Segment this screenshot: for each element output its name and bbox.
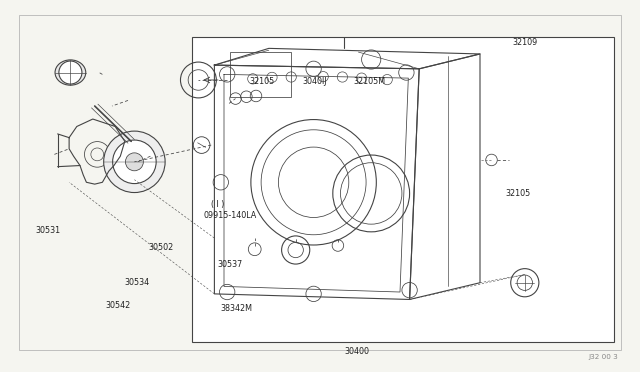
Circle shape [104,131,165,193]
Bar [192,37,614,342]
Text: 30542: 30542 [106,301,131,310]
Bar [230,52,291,97]
Text: 32105: 32105 [506,189,531,198]
Text: 3040IJ: 3040IJ [302,77,326,86]
Circle shape [113,140,156,183]
Text: ( I ): ( I ) [211,200,225,209]
Text: 32109: 32109 [512,38,537,47]
Text: 30531: 30531 [35,226,60,235]
Text: 30502: 30502 [148,243,173,252]
Circle shape [59,61,82,84]
Text: J32 00 3: J32 00 3 [588,354,618,360]
Text: 30400: 30400 [344,347,369,356]
Text: 30534: 30534 [125,278,150,287]
Text: 38342M: 38342M [221,304,253,313]
Text: 09915-140LA: 09915-140LA [204,211,257,220]
Ellipse shape [55,60,86,85]
Text: 32105: 32105 [250,77,275,86]
Text: 30537: 30537 [218,260,243,269]
Circle shape [125,153,143,171]
Text: 32105M: 32105M [353,77,385,86]
